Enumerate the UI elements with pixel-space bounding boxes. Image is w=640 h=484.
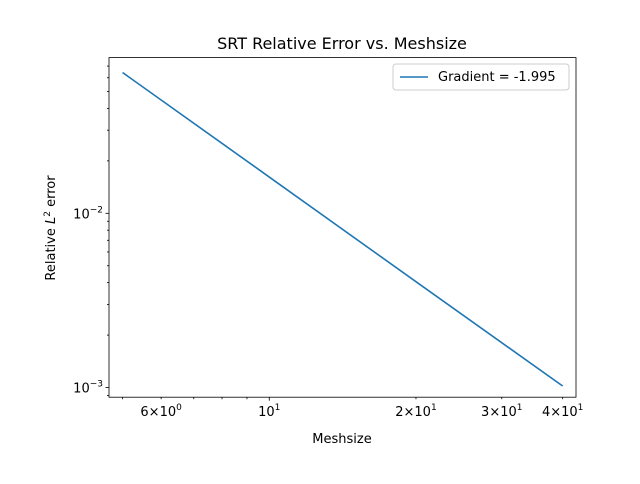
y-axis-label: Relative L2 error <box>43 175 59 281</box>
plot-lines <box>122 71 564 387</box>
legend-box <box>392 63 570 91</box>
x-tick-label: 6×100 <box>140 403 182 420</box>
series-line <box>122 71 564 387</box>
y-tick-label: 10−2 <box>73 205 103 222</box>
x-tick-label: 3×101 <box>481 403 522 420</box>
x-tick-label: 2×101 <box>395 403 436 420</box>
y-tick-label: 10−3 <box>73 380 103 397</box>
x-axis-label: Meshsize <box>312 432 371 447</box>
x-tick-label: 4×101 <box>542 403 583 420</box>
x-tick-label: 101 <box>258 403 280 420</box>
legend-label: Gradient = -1.995 <box>438 70 556 85</box>
chart-title: SRT Relative Error vs. Meshsize <box>217 34 467 53</box>
axis-ticks: 101 6×100 2×101 3×101 4×101 10−3 10−2 <box>73 65 583 420</box>
axes-frame <box>108 57 577 398</box>
legend: Gradient = -1.995 <box>392 63 570 91</box>
